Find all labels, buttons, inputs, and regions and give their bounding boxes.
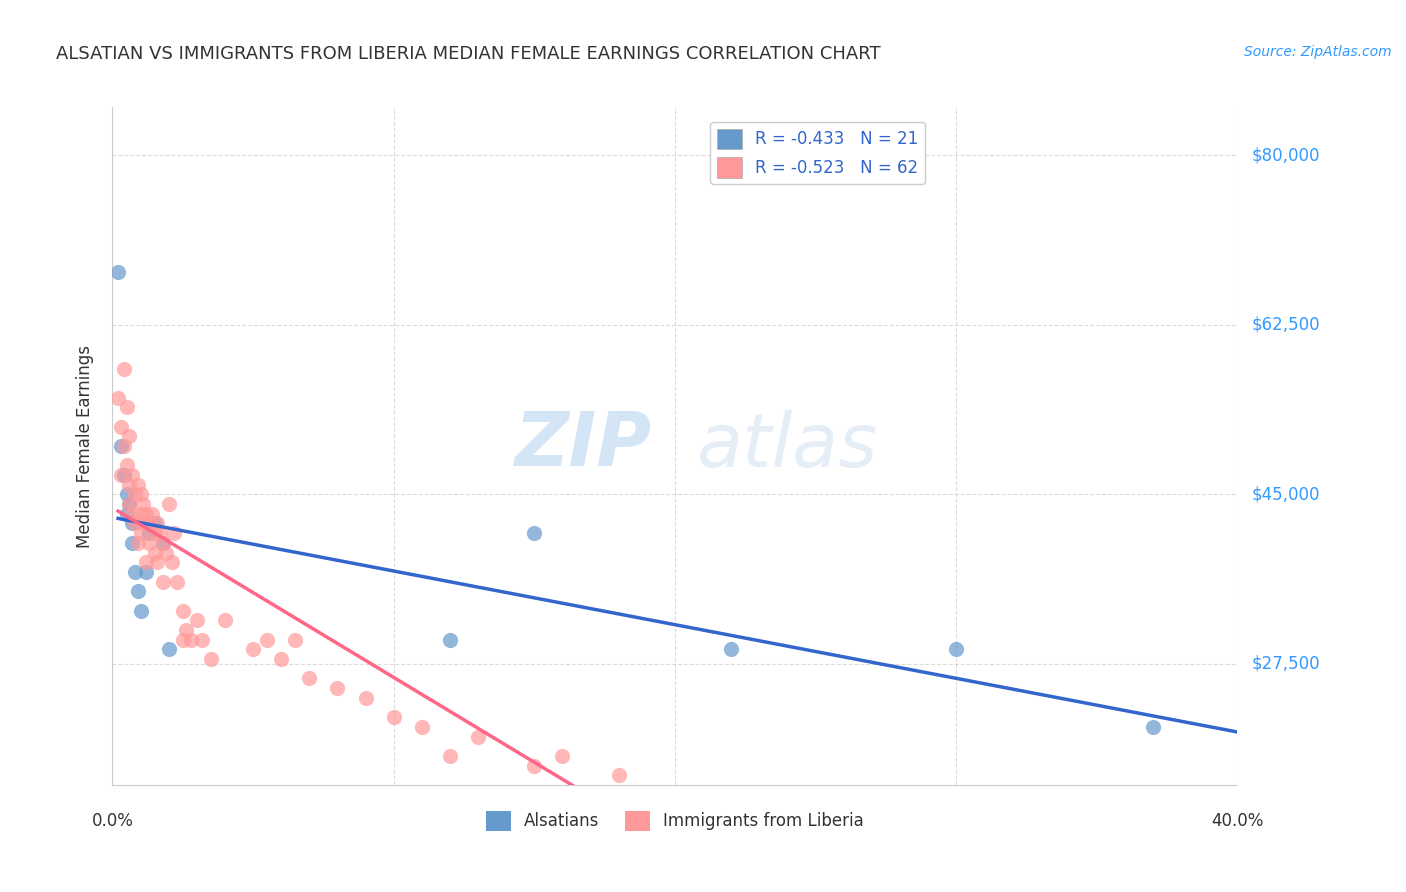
Text: $27,500: $27,500: [1251, 655, 1320, 673]
Point: [160, 555, 183, 569]
Point: [127, 584, 149, 599]
Point: [256, 632, 278, 647]
Text: 40.0%: 40.0%: [1211, 812, 1264, 830]
Point: [135, 555, 157, 569]
Text: ZIP: ZIP: [515, 409, 652, 483]
Point: [382, 710, 405, 724]
Point: [523, 758, 546, 772]
Point: [110, 439, 132, 453]
Point: [115, 487, 138, 501]
Text: $80,000: $80,000: [1251, 146, 1320, 164]
Point: [143, 516, 166, 531]
Point: [121, 516, 143, 531]
Point: [115, 401, 138, 415]
Point: [152, 536, 174, 550]
Point: [146, 516, 169, 531]
Point: [135, 507, 157, 521]
Point: [180, 632, 202, 647]
Point: [1142, 720, 1164, 734]
Point: [467, 730, 489, 744]
Point: [132, 516, 155, 531]
Point: [776, 807, 799, 822]
Point: [138, 516, 160, 531]
Point: [143, 545, 166, 559]
Point: [118, 477, 141, 491]
Point: [326, 681, 349, 695]
Point: [143, 526, 166, 541]
Point: [149, 526, 172, 541]
Text: atlas: atlas: [697, 410, 879, 482]
Point: [439, 632, 461, 647]
Point: [129, 487, 152, 501]
Point: [157, 497, 180, 511]
Point: [127, 477, 149, 491]
Point: [112, 361, 135, 376]
Point: [112, 468, 135, 483]
Point: [138, 536, 160, 550]
Point: [174, 623, 197, 637]
Y-axis label: Median Female Earnings: Median Female Earnings: [76, 344, 94, 548]
Point: [607, 768, 630, 782]
Point: [124, 487, 146, 501]
Point: [200, 652, 222, 666]
Point: [127, 536, 149, 550]
Point: [129, 507, 152, 521]
Point: [692, 788, 714, 802]
Point: [115, 507, 138, 521]
Point: [191, 632, 214, 647]
Point: [115, 458, 138, 473]
Point: [107, 391, 129, 405]
Point: [138, 526, 160, 541]
Point: [121, 507, 143, 521]
Point: [118, 497, 141, 511]
Text: ALSATIAN VS IMMIGRANTS FROM LIBERIA MEDIAN FEMALE EARNINGS CORRELATION CHART: ALSATIAN VS IMMIGRANTS FROM LIBERIA MEDI…: [56, 45, 882, 62]
Point: [132, 497, 155, 511]
Text: $62,500: $62,500: [1251, 316, 1320, 334]
Point: [523, 526, 546, 541]
Point: [172, 632, 194, 647]
Point: [118, 429, 141, 443]
Point: [135, 565, 157, 579]
Text: 0.0%: 0.0%: [91, 812, 134, 830]
Point: [110, 468, 132, 483]
Point: [945, 642, 967, 657]
Point: [720, 642, 742, 657]
Text: $45,000: $45,000: [1251, 485, 1320, 503]
Point: [124, 565, 146, 579]
Point: [166, 574, 188, 589]
Point: [121, 536, 143, 550]
Point: [157, 642, 180, 657]
Point: [411, 720, 433, 734]
Point: [155, 545, 177, 559]
Point: [270, 652, 292, 666]
Point: [110, 419, 132, 434]
Point: [163, 526, 186, 541]
Point: [118, 497, 141, 511]
Text: Source: ZipAtlas.com: Source: ZipAtlas.com: [1244, 45, 1392, 59]
Point: [146, 555, 169, 569]
Point: [107, 265, 129, 279]
Legend: Alsatians, Immigrants from Liberia: Alsatians, Immigrants from Liberia: [479, 804, 870, 838]
Point: [124, 516, 146, 531]
Point: [141, 507, 163, 521]
Point: [129, 526, 152, 541]
Point: [172, 604, 194, 618]
Point: [152, 536, 174, 550]
Point: [214, 613, 236, 627]
Point: [186, 613, 208, 627]
Point: [152, 574, 174, 589]
Point: [121, 468, 143, 483]
Point: [298, 672, 321, 686]
Point: [551, 748, 574, 763]
Point: [129, 604, 152, 618]
Point: [354, 690, 377, 705]
Point: [439, 748, 461, 763]
Point: [112, 439, 135, 453]
Point: [284, 632, 307, 647]
Point: [242, 642, 264, 657]
